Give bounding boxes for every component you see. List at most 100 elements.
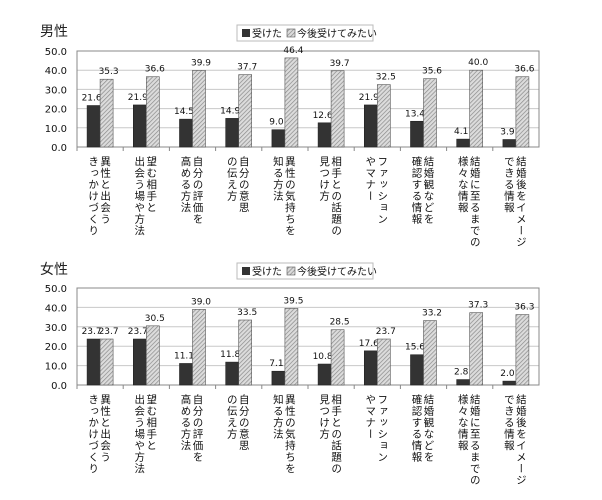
data-label: 37.7 (237, 63, 257, 73)
x-category-label-line: 結婚に至るまでの (468, 394, 481, 486)
x-category-label: 結婚後をイメージ できる情報 (503, 156, 527, 248)
y-tick-label: 40.0 (45, 303, 67, 314)
data-label: 39.9 (191, 58, 211, 68)
x-category-label-line: 結婚後をイメージ (514, 156, 527, 248)
bar-received (86, 105, 101, 148)
legend: 受けた 今後受けてみたい (236, 24, 377, 42)
x-category-label-line: 望む相手と (145, 394, 158, 452)
bar-received (502, 380, 517, 386)
x-category-label-line: ファッション (376, 394, 389, 463)
x-category-label-line: 確認する情報 (410, 394, 423, 463)
x-category-label-line: 異性と出会う (99, 156, 112, 225)
x-category-label-line: 異性と出会う (99, 394, 112, 463)
data-label: 35.3 (99, 67, 119, 77)
x-category-label: 結婚観などを 確認する情報 (411, 156, 435, 225)
data-label: 36.6 (145, 65, 165, 75)
x-category-label-line: やマナー (364, 394, 377, 440)
chart-0: 男性 受けた 今後受けてみたい 0.0 10.0 20.0 30.0 40.0 50.0 21.6… (40, 24, 540, 154)
data-label: 12.6 (313, 111, 333, 121)
bar-received (225, 361, 239, 386)
bar-want (238, 319, 252, 386)
bar-want (192, 309, 206, 386)
legend-box (236, 24, 374, 42)
x-category-label-line: 出会う場や方法 (133, 394, 146, 475)
data-label: 23.7 (82, 327, 102, 337)
bar-want (192, 70, 206, 148)
y-tick-label: 50.0 (45, 284, 67, 295)
x-category-label-line: 結婚観などを (422, 156, 435, 225)
legend-label-want: 今後受けてみたい (297, 27, 377, 40)
data-label: 17.6 (359, 339, 379, 349)
x-category-label: 自分の評価を 高める方法 (180, 394, 204, 463)
bar-want (330, 329, 345, 386)
data-label: 39.7 (330, 59, 350, 69)
chart-title: 男性 (40, 24, 68, 40)
x-category-label-line: 結婚後をイメージ (514, 394, 527, 486)
x-category-label-line: 確認する情報 (410, 156, 423, 225)
bar-want (330, 70, 345, 148)
data-label: 36.3 (514, 303, 534, 313)
y-tick-label: 10.0 (45, 362, 67, 373)
x-category-label: 異性と出会う きっかけづくり (87, 394, 111, 475)
x-category-label: 結婚に至るまでの 様々な情報 (457, 394, 481, 486)
x-category-label-line: やマナー (364, 156, 377, 202)
data-label: 37.3 (468, 301, 488, 311)
legend-swatch-received (242, 29, 250, 37)
bar-want (284, 308, 299, 386)
bar-want (469, 312, 484, 386)
bar-received (225, 118, 239, 148)
data-label: 21.9 (128, 93, 148, 103)
data-label: 4.1 (454, 127, 468, 137)
legend-box (236, 262, 374, 280)
data-label: 39.5 (283, 296, 303, 306)
x-category-label-line: の伝え方 (225, 156, 238, 202)
data-label: 15.6 (405, 343, 425, 353)
y-tick-label: 20.0 (45, 342, 67, 353)
x-category-label: 異性の気持ちを 知る方法 (272, 394, 296, 475)
x-category-label-line: できる情報 (502, 156, 515, 214)
x-category-label-line: 出会う場や方法 (133, 156, 146, 237)
x-category-label-line: 知る方法 (271, 156, 284, 202)
data-label: 10.8 (313, 352, 333, 362)
data-label: 40.0 (468, 58, 488, 68)
data-label: 14.5 (174, 107, 194, 117)
y-tick-label: 30.0 (45, 85, 67, 96)
legend: 受けた 今後受けてみたい (236, 262, 377, 280)
x-category-label-line: 自分の評価を (191, 394, 204, 463)
data-label: 2.0 (500, 369, 515, 379)
bar-want (146, 325, 160, 386)
data-label: 9.0 (269, 118, 284, 128)
x-category-label-line: ファッション (376, 156, 389, 225)
bar-want (146, 76, 160, 148)
bar-received (133, 338, 147, 386)
bar-want (423, 78, 437, 148)
data-label: 13.4 (405, 109, 425, 119)
bar-received (410, 120, 424, 148)
x-category-label-line: 相手との話題の (330, 156, 343, 237)
x-category-label: ファッション やマナー (364, 394, 388, 463)
bar-want (515, 76, 530, 148)
legend-swatch-received (242, 267, 250, 275)
x-category-label-line: 結婚に至るまでの (468, 156, 481, 248)
bar-received (456, 379, 471, 386)
bar-received (363, 104, 378, 148)
x-category-label-line: 自分の評価を (191, 156, 204, 225)
data-label: 33.2 (422, 309, 442, 319)
data-label: 23.7 (99, 327, 119, 337)
legend-label-received: 受けた (252, 266, 282, 278)
legend-label-want: 今後受けてみたい (297, 265, 377, 278)
x-category-label-line: 自分の意思 (237, 394, 250, 452)
x-category-label: 結婚に至るまでの 様々な情報 (457, 156, 481, 248)
bar-want (376, 84, 391, 148)
x-category-label-line: 知る方法 (271, 394, 284, 440)
x-category-label: ファッション やマナー (364, 156, 388, 225)
bar-received (179, 118, 193, 148)
x-category-label: 異性と出会う きっかけづくり (87, 156, 111, 237)
x-category-label: 自分の意思 の伝え方 (226, 156, 250, 214)
x-category-label-line: 高める方法 (179, 394, 192, 452)
x-category-label-line: 様々な情報 (456, 156, 469, 214)
x-category-label-line: 異性の気持ちを (283, 156, 296, 237)
y-tick-label: 20.0 (45, 105, 67, 116)
x-category-label: 自分の評価を 高める方法 (180, 156, 204, 225)
x-category-label-line: きっかけづくり (87, 394, 100, 475)
